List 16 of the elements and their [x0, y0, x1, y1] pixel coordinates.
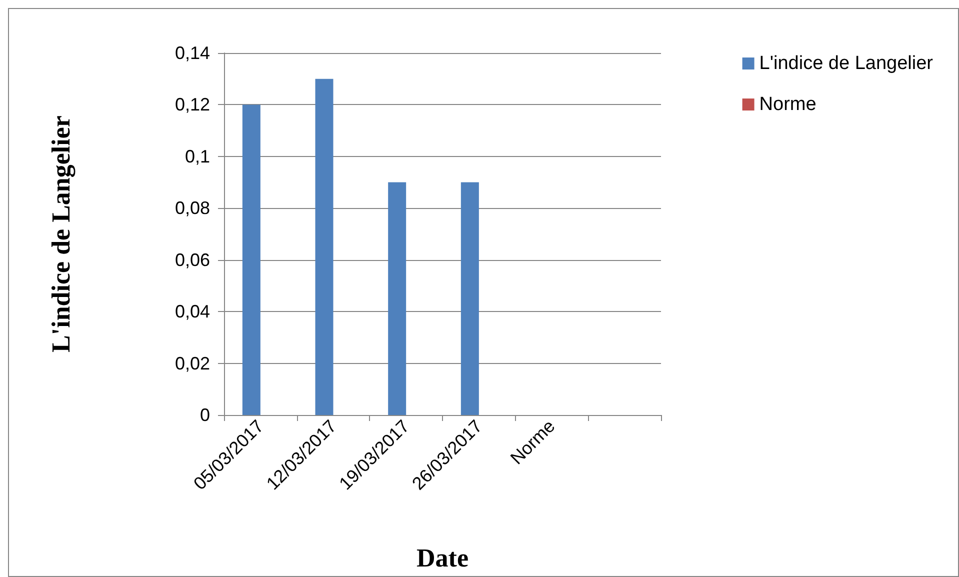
- legend-label: Norme: [759, 94, 816, 115]
- y-tick-label: 0,06: [174, 250, 210, 270]
- bar: [388, 182, 406, 415]
- y-tick-label: 0,12: [174, 94, 210, 115]
- legend-label: L'indice de Langelier: [759, 53, 934, 74]
- y-tick-label: 0,02: [174, 353, 210, 374]
- x-axis-title: Date: [416, 544, 468, 572]
- y-tick-label: 0,04: [174, 302, 210, 322]
- y-tick-label: 0: [200, 405, 210, 425]
- bar: [460, 182, 479, 415]
- y-axis-title: L'indice de Langelier: [46, 116, 76, 352]
- y-tick-label: 0,08: [174, 198, 210, 218]
- y-tick-label: 0,1: [184, 146, 210, 166]
- bar: [315, 78, 334, 415]
- y-tick-label: 0,14: [174, 43, 210, 63]
- bar: [242, 104, 260, 415]
